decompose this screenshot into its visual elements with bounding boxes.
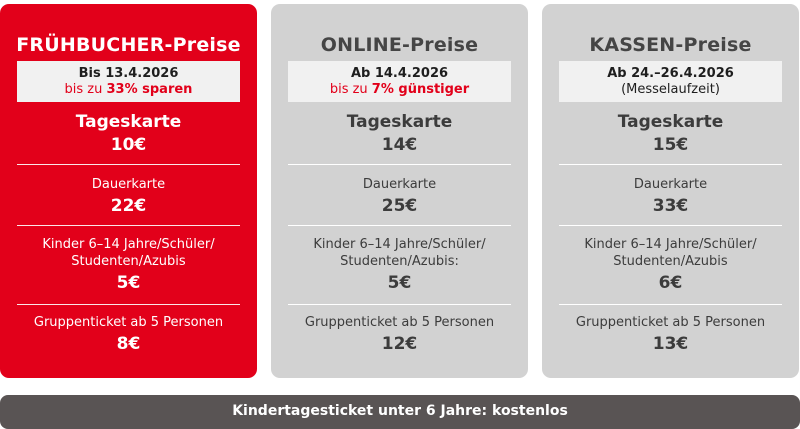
tageskarte-label: Tageskarte	[617, 112, 724, 132]
card-title: FRÜHBUCHER-Preise	[16, 34, 241, 56]
dauerkarte-section: Dauerkarte 22€	[0, 176, 257, 217]
kinder-price: 5€	[387, 273, 412, 293]
dauerkarte-price: 22€	[110, 196, 147, 216]
savings-prefix: bis zu	[64, 82, 107, 97]
dauerkarte-label: Dauerkarte	[362, 177, 437, 192]
savings-amount: 33% sparen	[106, 82, 193, 97]
kinder-label-line1: Kinder 6–14 Jahre/Schüler/	[42, 237, 215, 252]
date-box: Bis 13.4.2026 bis zu 33% sparen	[17, 61, 240, 102]
tageskarte-price: 15€	[652, 135, 689, 155]
savings-line: bis zu 7% günstiger	[288, 82, 511, 98]
messelaufzeit-line: (Messelaufzeit)	[621, 82, 720, 97]
tageskarte-section: Tageskarte 15€	[542, 112, 799, 156]
gruppe-price: 8€	[116, 334, 141, 354]
savings-prefix: bis zu	[329, 82, 372, 97]
tageskarte-label: Tageskarte	[346, 112, 453, 132]
kinder-label-line1: Kinder 6–14 Jahre/Schüler/	[584, 237, 757, 252]
dauerkarte-label: Dauerkarte	[91, 177, 166, 192]
savings-amount: 7% günstiger	[371, 82, 470, 97]
tageskarte-section: Tageskarte 14€	[271, 112, 528, 156]
kinder-section: Kinder 6–14 Jahre/Schüler/ Studenten/Azu…	[0, 236, 257, 294]
divider	[559, 225, 782, 226]
kinder-label-line2: Studenten/Azubis:	[340, 254, 459, 269]
divider	[17, 164, 240, 165]
tageskarte-price: 14€	[381, 135, 418, 155]
dauerkarte-section: Dauerkarte 33€	[542, 176, 799, 217]
kinder-label-line1: Kinder 6–14 Jahre/Schüler/	[313, 237, 486, 252]
kindertagesticket-banner: Kindertagesticket unter 6 Jahre: kostenl…	[0, 395, 800, 429]
date-line: Ab 14.4.2026	[350, 66, 449, 81]
gruppe-label: Gruppenticket ab 5 Personen	[304, 315, 495, 330]
date-line: Bis 13.4.2026	[78, 66, 179, 81]
card-title: KASSEN-Preise	[589, 34, 752, 56]
gruppe-price: 12€	[381, 334, 418, 354]
tageskarte-section: Tageskarte 10€	[0, 112, 257, 156]
date-box: Ab 24.–26.4.2026 (Messelaufzeit)	[559, 61, 782, 102]
tageskarte-label: Tageskarte	[75, 112, 182, 132]
divider	[17, 304, 240, 305]
divider	[288, 164, 511, 165]
fruehbucher-price-card: FRÜHBUCHER-Preise Bis 13.4.2026 bis zu 3…	[0, 4, 257, 378]
online-price-card: ONLINE-Preise Ab 14.4.2026 bis zu 7% gün…	[271, 4, 528, 378]
kinder-section: Kinder 6–14 Jahre/Schüler/ Studenten/Azu…	[271, 236, 528, 294]
divider	[288, 304, 511, 305]
divider	[559, 304, 782, 305]
kinder-label-line2: Studenten/Azubis	[613, 254, 728, 269]
divider	[559, 164, 782, 165]
date-line: Ab 24.–26.4.2026	[607, 66, 734, 81]
card-title: ONLINE-Preise	[320, 34, 479, 56]
date-box: Ab 14.4.2026 bis zu 7% günstiger	[288, 61, 511, 102]
kinder-section: Kinder 6–14 Jahre/Schüler/ Studenten/Azu…	[542, 236, 799, 294]
gruppe-label: Gruppenticket ab 5 Personen	[575, 315, 766, 330]
kinder-label-line2: Studenten/Azubis	[71, 254, 186, 269]
tageskarte-price: 10€	[110, 135, 147, 155]
dauerkarte-price: 33€	[652, 196, 689, 216]
gruppe-section: Gruppenticket ab 5 Personen 12€	[271, 314, 528, 355]
gruppe-label: Gruppenticket ab 5 Personen	[33, 315, 224, 330]
savings-line: bis zu 33% sparen	[17, 82, 240, 98]
dauerkarte-price: 25€	[381, 196, 418, 216]
kassen-price-card: KASSEN-Preise Ab 24.–26.4.2026 (Messelau…	[542, 4, 799, 378]
divider	[17, 225, 240, 226]
dauerkarte-label: Dauerkarte	[633, 177, 708, 192]
kinder-price: 6€	[658, 273, 683, 293]
kinder-price: 5€	[116, 273, 141, 293]
gruppe-price: 13€	[652, 334, 689, 354]
gruppe-section: Gruppenticket ab 5 Personen 8€	[0, 314, 257, 355]
dauerkarte-section: Dauerkarte 25€	[271, 176, 528, 217]
divider	[288, 225, 511, 226]
gruppe-section: Gruppenticket ab 5 Personen 13€	[542, 314, 799, 355]
